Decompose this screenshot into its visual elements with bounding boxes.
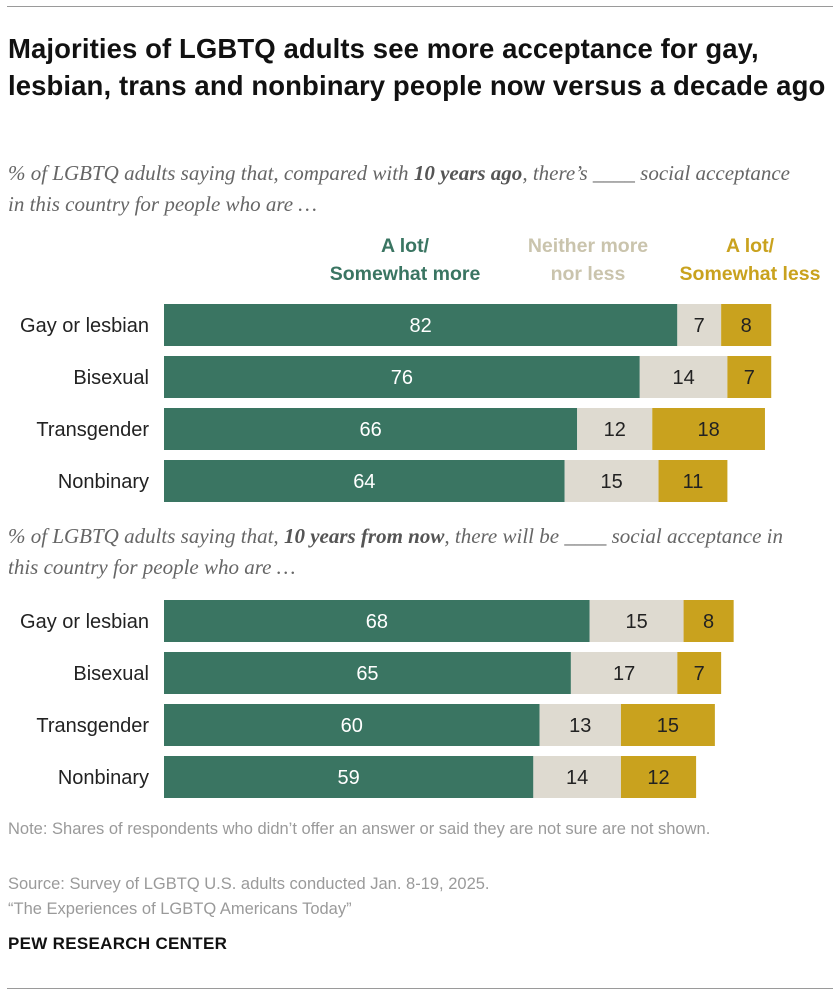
category-label: Transgender [36, 419, 149, 441]
report-text: “The Experiences of LGBTQ Americans Toda… [8, 897, 818, 922]
data-label-neither: 7 [694, 315, 705, 337]
data-label-more: 60 [341, 715, 363, 737]
data-label-less: 11 [683, 471, 704, 493]
data-label-neither: 13 [569, 715, 591, 737]
data-label-more: 59 [338, 767, 360, 789]
data-label-more: 68 [366, 611, 388, 633]
data-label-more: 66 [359, 419, 381, 441]
data-label-neither: 17 [613, 663, 635, 685]
bottom-rule [7, 988, 833, 989]
category-label: Gay or lesbian [20, 315, 149, 337]
category-label: Bisexual [73, 663, 149, 685]
brand-logo-text: PEW RESEARCH CENTER [8, 934, 227, 954]
note-text: Note: Shares of respondents who didn’t o… [8, 817, 818, 842]
data-label-neither: 15 [626, 611, 648, 633]
data-label-more: 82 [410, 315, 432, 337]
category-label: Nonbinary [58, 767, 149, 789]
data-label-less: 7 [744, 367, 755, 389]
category-label: Transgender [36, 715, 149, 737]
data-label-less: 8 [703, 611, 714, 633]
data-label-more: 64 [353, 471, 375, 493]
data-label-more: 65 [356, 663, 378, 685]
data-label-less: 18 [697, 419, 719, 441]
data-label-more: 76 [391, 367, 413, 389]
category-label: Gay or lesbian [20, 611, 149, 633]
data-label-neither: 14 [672, 367, 694, 389]
data-label-less: 12 [647, 767, 669, 789]
data-label-neither: 15 [600, 471, 622, 493]
data-label-less: 7 [694, 663, 705, 685]
data-label-less: 15 [657, 715, 679, 737]
data-label-neither: 12 [604, 419, 626, 441]
category-label: Nonbinary [58, 471, 149, 493]
data-label-neither: 14 [566, 767, 588, 789]
category-label: Bisexual [73, 367, 149, 389]
data-label-less: 8 [741, 315, 752, 337]
source-text: Source: Survey of LGBTQ U.S. adults cond… [8, 872, 818, 897]
